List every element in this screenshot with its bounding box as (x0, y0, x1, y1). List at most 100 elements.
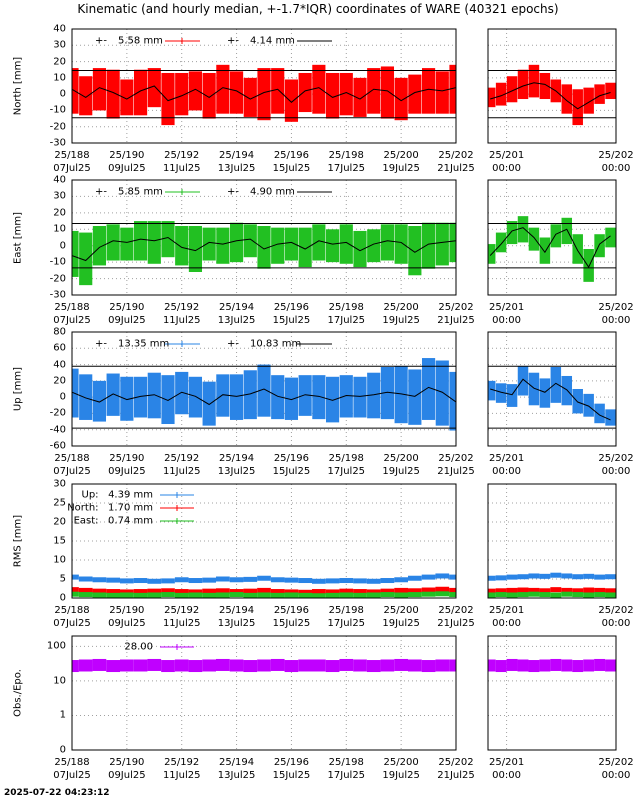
y-axis-label: North [mm] (12, 56, 24, 116)
point (243, 660, 258, 673)
y-tick-label: 40 (53, 359, 66, 371)
x-tick-label: 25/202 21Jul25 (437, 302, 475, 326)
point (161, 588, 175, 594)
error-bar (147, 68, 161, 108)
y-axis-label: Obs./Epo. (12, 669, 24, 717)
y-axis-label: Up [mm] (12, 366, 24, 412)
error-bar (495, 82, 507, 106)
x-tick-label: 25/202 00:00 (598, 605, 634, 629)
x-tick-label: 25/200 19Jul25 (382, 757, 420, 781)
point (120, 659, 134, 672)
point (257, 592, 271, 598)
point (339, 578, 354, 584)
error-bar (120, 227, 134, 261)
error-bar (298, 375, 312, 416)
point (270, 658, 285, 671)
point (594, 574, 606, 580)
point (572, 592, 584, 598)
x-tick-label: 25/190 09Jul25 (108, 453, 146, 477)
point (188, 592, 203, 598)
point (202, 588, 216, 594)
point (449, 659, 456, 672)
error-bar (312, 375, 326, 420)
plot-frame (71, 483, 457, 599)
point (257, 659, 271, 672)
panel (487, 331, 617, 447)
error-bar (488, 87, 496, 108)
point (435, 586, 450, 592)
error-bar (271, 227, 285, 264)
point (495, 660, 507, 673)
error-bar (394, 224, 408, 264)
error-bar (188, 71, 203, 111)
x-tick-label: 25/202 00:00 (598, 757, 634, 781)
error-bar (435, 360, 449, 426)
error-bar (539, 72, 551, 100)
error-bar (572, 89, 583, 126)
x-tick-label: 25/192 11Jul25 (162, 453, 201, 477)
point (133, 578, 148, 584)
point (539, 659, 551, 672)
error-bar (528, 64, 540, 98)
y-tick-label: 0 (59, 88, 66, 100)
point (106, 660, 120, 673)
point (174, 589, 189, 595)
point (78, 592, 93, 598)
y-axis-label: RMS [mm] (12, 514, 24, 568)
x-tick-label: 25/200 19Jul25 (382, 150, 420, 174)
point (394, 658, 408, 671)
y-tick-label: 20 (53, 375, 66, 387)
error-bar (202, 72, 216, 119)
point (539, 592, 551, 598)
panel (71, 483, 457, 599)
point (421, 587, 436, 593)
error-bar (605, 82, 616, 100)
error-bar (120, 79, 134, 116)
point (366, 589, 381, 595)
point (594, 587, 606, 593)
y-tick-label: 20 (53, 516, 66, 528)
plot-frame (487, 331, 617, 447)
point (517, 587, 529, 593)
point (270, 592, 285, 598)
point (339, 592, 354, 598)
y-tick-label: 40 (53, 23, 66, 35)
x-tick-label: 25/200 19Jul25 (382, 302, 420, 326)
y-tick-label: 1 (59, 709, 66, 721)
median-line (72, 85, 456, 103)
point (583, 587, 595, 593)
x-tick-label: 25/188 07Jul25 (53, 757, 91, 781)
error-bar (408, 74, 422, 114)
point (506, 592, 518, 598)
error-bar (353, 230, 367, 268)
error-bar (561, 217, 573, 245)
error-bar (72, 230, 79, 277)
error-bar (517, 216, 529, 243)
x-tick-label: 25/192 11Jul25 (162, 150, 201, 174)
x-tick-label: 25/202 00:00 (598, 453, 634, 477)
plot-frame (71, 28, 457, 144)
error-bar (380, 66, 395, 119)
point (78, 587, 93, 593)
error-bar (561, 84, 573, 114)
point (216, 576, 230, 582)
title: Kinematic (and hourly median, +-1.7*IQR)… (77, 2, 559, 16)
point (421, 574, 436, 580)
point (339, 588, 354, 594)
point (92, 592, 107, 598)
error-bar (506, 221, 518, 245)
x-tick-label: 25/198 17Jul25 (327, 302, 366, 326)
point (488, 592, 496, 598)
point (78, 576, 93, 582)
error-bar (339, 224, 353, 264)
point (257, 587, 271, 593)
point (312, 578, 326, 584)
error-bar (147, 372, 161, 419)
x-tick-label: 25/192 11Jul25 (162, 302, 201, 326)
point (517, 574, 529, 580)
point (325, 592, 340, 598)
legend-prefix: +- (95, 186, 107, 198)
y-tick-label: 0 (59, 744, 66, 756)
y-tick-label: 0 (59, 391, 66, 403)
